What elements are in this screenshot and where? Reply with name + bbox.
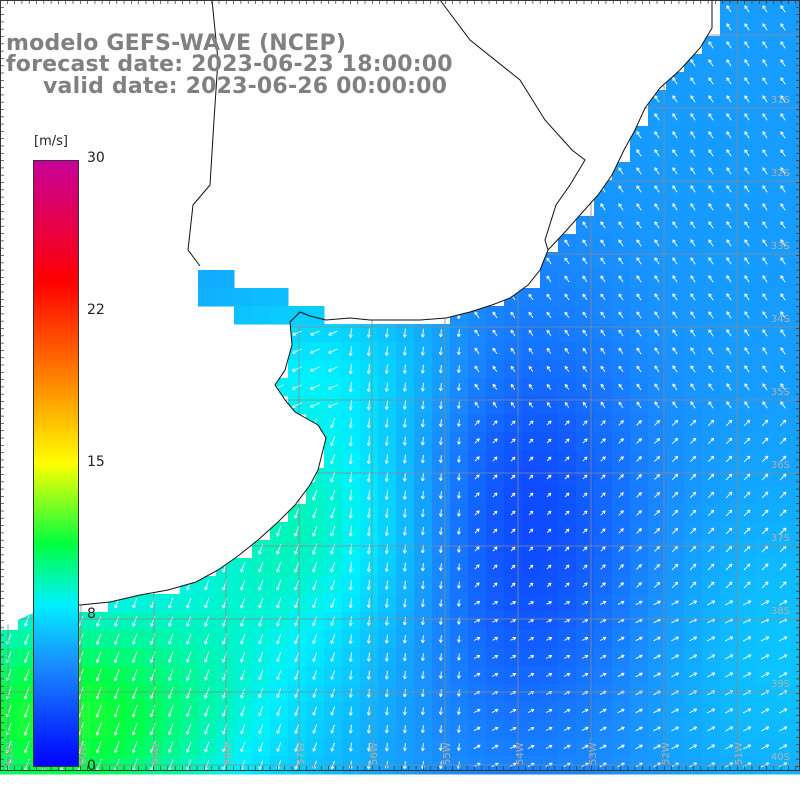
latitude-label: 34S	[771, 314, 790, 325]
longitude-label: 53W	[588, 742, 599, 765]
colorbar-tick-15: 15	[87, 454, 105, 470]
latitude-label: 39S	[771, 679, 790, 690]
longitude-label: 59W	[151, 742, 162, 765]
longitude-label: 56W	[369, 742, 380, 765]
title-valid-date: valid date: 2023-06-26 00:00:00	[43, 74, 448, 99]
latitude-labels: 31S32S33S34S35S36S37S38S39S40S41S	[771, 95, 790, 763]
title-model: modelo GEFS-WAVE (NCEP)	[6, 31, 347, 56]
latitude-label: 36S	[771, 460, 790, 471]
longitude-label: 54W	[515, 742, 526, 765]
colorbar-unit: [m/s]	[34, 134, 68, 149]
longitude-label: 52W	[661, 742, 672, 765]
colorbar-tick-22: 22	[87, 302, 105, 318]
longitude-label: 51W	[734, 742, 745, 765]
border-uruguay-argentina	[187, 0, 219, 267]
latitude-label: 35S	[771, 387, 790, 398]
longitude-label: 57W	[296, 742, 307, 765]
coastline	[0, 0, 713, 628]
longitude-label: 60W	[78, 742, 89, 765]
longitude-label: 55W	[442, 742, 453, 765]
latitude-label: 40S	[771, 752, 790, 763]
longitude-labels: 61W 60W 59W 58W 57W 56W 55W 54W 53W 52W 51W	[5, 742, 745, 765]
colorbar-tick-0: 0	[87, 758, 96, 774]
title-forecast-date: forecast date: 2023-06-23 18:00:00	[6, 52, 453, 77]
colorbar	[33, 160, 79, 767]
colorbar-tick-8: 8	[87, 606, 96, 622]
longitude-label: 61W	[5, 742, 16, 765]
longitude-label: 58W	[223, 742, 234, 765]
land-area	[0, 0, 712, 628]
latitude-label: 37S	[771, 533, 790, 544]
border-uruguay-brazil	[439, 0, 586, 251]
latitude-label: 38S	[771, 606, 790, 617]
coastline-atlantic	[39, 0, 713, 611]
latitude-label: 33S	[771, 241, 790, 252]
latitude-label: 32S	[771, 168, 790, 179]
latitude-label: 31S	[771, 95, 790, 106]
colorbar-tick-30: 30	[87, 150, 105, 166]
wind-vectors	[5, 5, 788, 772]
